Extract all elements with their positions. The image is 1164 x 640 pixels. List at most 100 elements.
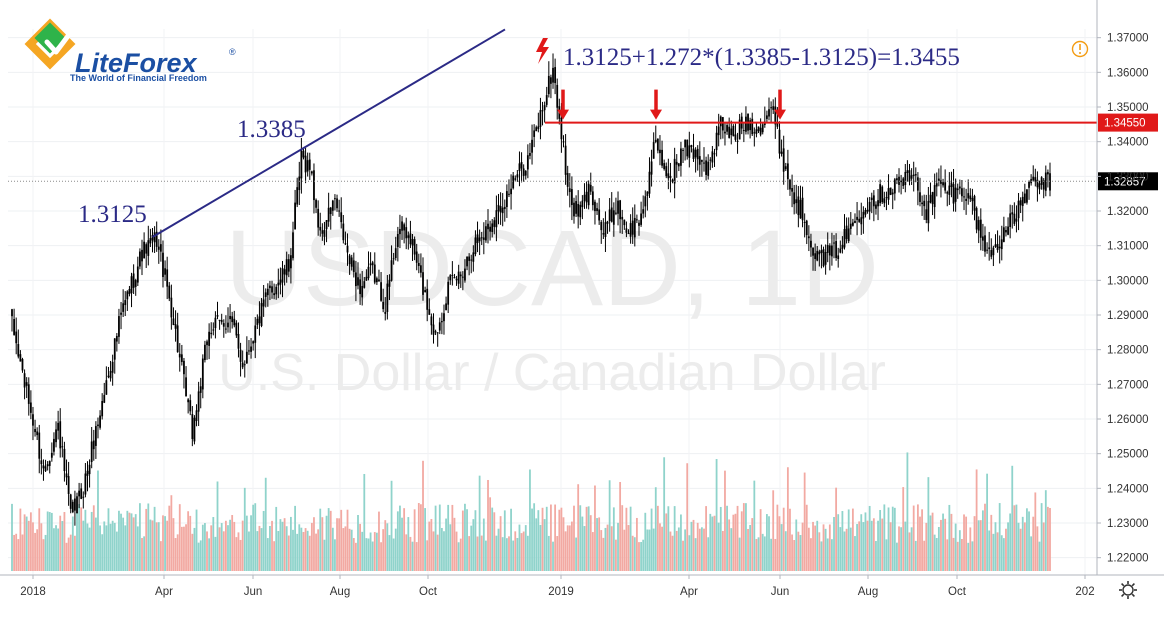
volume-bar	[896, 542, 898, 571]
settings-gear-icon[interactable]	[1119, 581, 1137, 599]
volume-bar	[998, 503, 1001, 571]
candle-body	[327, 207, 330, 222]
candle-body	[673, 158, 676, 184]
candle-body	[252, 341, 255, 344]
volume-bar	[958, 530, 961, 571]
volume-bar	[996, 532, 999, 571]
volume-bar	[845, 528, 848, 571]
candle-body	[810, 240, 812, 248]
volume-bar	[793, 540, 796, 571]
candle-body	[1038, 183, 1041, 190]
volume-bar	[524, 525, 527, 571]
volume-bar	[269, 526, 271, 571]
volume-bar	[38, 508, 41, 571]
candle-body	[562, 141, 565, 143]
alert-icon[interactable]	[1071, 40, 1089, 58]
volume-bar	[227, 525, 229, 571]
candle-body	[847, 228, 850, 241]
candle-body	[883, 198, 886, 204]
candle-body	[361, 285, 364, 298]
volume-bar	[887, 507, 890, 571]
volume-bar	[522, 531, 525, 571]
volume-bar	[352, 538, 355, 571]
volume-bar	[289, 516, 292, 571]
candle-body	[15, 331, 18, 344]
volume-bar	[107, 508, 110, 571]
candle-body	[971, 197, 974, 202]
candle-body	[94, 426, 97, 446]
candle-body	[21, 359, 24, 371]
volume-bar	[839, 527, 842, 571]
volume-bar	[1023, 522, 1026, 571]
candle-body	[193, 417, 196, 442]
target-formula: 1.3125+1.272*(1.3385-1.3125)=1.3455	[563, 44, 960, 71]
volume-bar	[734, 513, 737, 571]
candle-body	[856, 216, 858, 220]
time-tick-label: Jun	[244, 586, 263, 598]
volume-bar	[216, 481, 219, 571]
candle-body	[50, 452, 53, 458]
volume-bar	[384, 520, 387, 571]
volume-bar	[665, 513, 668, 571]
volume-bar	[84, 509, 87, 571]
candle-body	[306, 160, 309, 172]
volume-bar	[453, 517, 456, 571]
candle-body	[940, 180, 942, 184]
candle-body	[23, 373, 26, 388]
volume-bar	[516, 537, 519, 571]
candle-body	[514, 178, 517, 180]
candle-body	[432, 324, 435, 335]
volume-bar	[386, 523, 389, 571]
volume-bar	[457, 542, 460, 571]
candle-body	[986, 249, 988, 251]
volume-bar	[329, 510, 332, 571]
candle-body	[206, 341, 208, 346]
candle-body	[933, 185, 936, 208]
candle-body	[464, 268, 466, 281]
volume-bar	[512, 540, 515, 571]
volume-bar	[772, 490, 775, 571]
candle-body	[950, 182, 953, 187]
volume-bar	[1005, 528, 1007, 571]
candle-body	[774, 106, 777, 125]
volume-bar	[526, 535, 529, 571]
volume-bar	[759, 509, 762, 571]
candle-body	[709, 159, 712, 161]
price-axis[interactable]: 1.37000 1.36000 1.35000 1.34000 1.33000 1.320…	[0, 0, 1164, 576]
volume-bar	[717, 522, 720, 571]
candle-body	[491, 223, 494, 232]
volume-bar	[180, 526, 183, 571]
volume-bar	[262, 510, 265, 571]
down-arrow-icon	[650, 89, 662, 120]
candle-body	[367, 266, 370, 279]
candle-body	[71, 501, 74, 513]
volume-bar	[550, 504, 552, 571]
volume-bar	[619, 481, 622, 571]
volume-bar	[485, 540, 487, 571]
candle-body	[682, 149, 684, 151]
volume-bar	[189, 515, 192, 571]
time-axis[interactable]: 2018 Apr Jun Aug Oct 2019 Apr Jun Aug Oct 202	[20, 575, 1095, 598]
candle-body	[789, 179, 791, 190]
volume-bar	[1038, 541, 1041, 571]
candle-body	[554, 67, 557, 84]
volume-bar	[1002, 538, 1005, 571]
volume-bar	[151, 520, 154, 571]
candle-body	[44, 466, 47, 472]
candle-body	[935, 183, 938, 187]
candle-body	[132, 273, 135, 288]
target-price-tag	[1098, 113, 1158, 132]
volume-bar	[713, 515, 716, 571]
volume-bar	[94, 517, 97, 571]
candle-body	[63, 448, 66, 472]
price-tick-label: 1.24000	[1107, 483, 1149, 495]
volume-bar	[575, 537, 577, 571]
volume-bar	[547, 535, 550, 571]
volume-bar	[533, 503, 536, 571]
candle-body	[931, 192, 934, 205]
candle-body	[103, 394, 106, 403]
candle-body	[990, 250, 993, 257]
candle-body	[461, 276, 464, 278]
candle-body	[814, 253, 817, 260]
